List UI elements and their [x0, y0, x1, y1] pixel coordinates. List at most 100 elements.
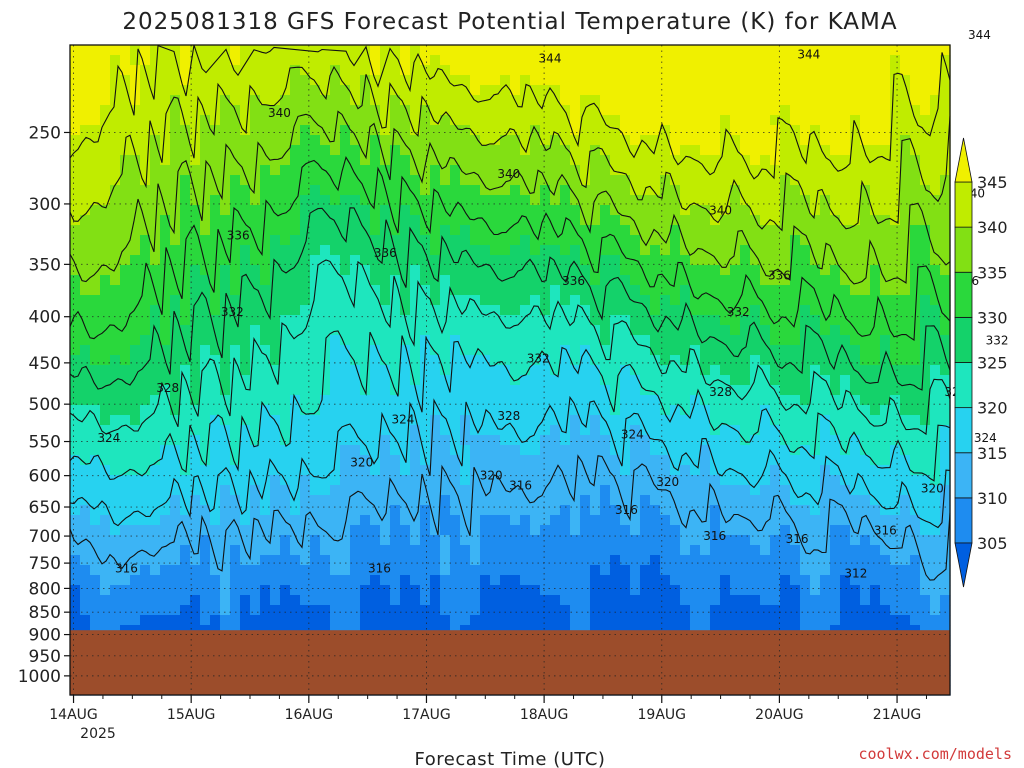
- fill-cell: [340, 205, 351, 216]
- fill-cell: [130, 495, 141, 506]
- fill-cell: [600, 75, 611, 86]
- fill-cell: [370, 105, 381, 116]
- fill-cell: [790, 585, 801, 596]
- fill-cell: [450, 315, 461, 326]
- fill-cell: [450, 375, 461, 386]
- fill-cell: [280, 335, 291, 346]
- fill-cell: [500, 125, 511, 136]
- fill-cell: [160, 485, 171, 496]
- fill-cell: [290, 65, 301, 76]
- fill-cell: [230, 45, 241, 56]
- fill-cell: [720, 565, 731, 576]
- fill-cell: [420, 555, 431, 566]
- fill-cell: [190, 85, 201, 96]
- fill-cell: [620, 495, 631, 506]
- fill-cell: [170, 325, 181, 336]
- fill-cell: [210, 605, 221, 616]
- fill-cell: [490, 215, 501, 226]
- fill-cell: [390, 425, 401, 436]
- fill-cell: [300, 55, 311, 66]
- fill-cell: [240, 135, 251, 146]
- fill-cell: [370, 45, 381, 56]
- fill-cell: [390, 175, 401, 186]
- fill-cell: [670, 235, 681, 246]
- fill-cell: [670, 285, 681, 296]
- fill-cell: [660, 345, 671, 356]
- fill-cell: [470, 245, 481, 256]
- fill-cell: [80, 335, 91, 346]
- fill-cell: [790, 565, 801, 576]
- fill-cell: [390, 495, 401, 506]
- fill-cell: [200, 75, 211, 86]
- fill-cell: [140, 75, 151, 86]
- fill-cell: [240, 65, 251, 76]
- fill-cell: [720, 585, 731, 596]
- fill-cell: [660, 325, 671, 336]
- fill-cell: [560, 235, 571, 246]
- fill-cell: [310, 405, 321, 416]
- fill-cell: [470, 575, 481, 586]
- fill-cell: [170, 295, 181, 306]
- fill-cell: [300, 545, 311, 556]
- fill-cell: [550, 435, 561, 446]
- fill-cell: [290, 175, 301, 186]
- fill-cell: [550, 485, 561, 496]
- fill-cell: [690, 135, 701, 146]
- fill-cell: [330, 355, 341, 366]
- fill-cell: [380, 365, 391, 376]
- fill-cell: [810, 395, 821, 406]
- fill-cell: [760, 115, 771, 126]
- fill-cell: [250, 535, 261, 546]
- fill-cell: [120, 165, 131, 176]
- fill-cell: [560, 205, 571, 216]
- fill-cell: [230, 435, 241, 446]
- fill-cell: [150, 205, 161, 216]
- fill-cell: [300, 175, 311, 186]
- fill-cell: [70, 455, 81, 466]
- fill-cell: [190, 195, 201, 206]
- fill-cell: [700, 75, 711, 86]
- fill-cell: [170, 575, 181, 586]
- fill-cell: [790, 135, 801, 146]
- fill-cell: [120, 275, 131, 286]
- fill-cell: [830, 515, 841, 526]
- fill-cell: [340, 445, 351, 456]
- fill-cell: [100, 185, 111, 196]
- fill-cell: [790, 195, 801, 206]
- fill-cell: [100, 595, 111, 606]
- fill-cell: [720, 395, 731, 406]
- fill-cell: [680, 565, 691, 576]
- fill-cell: [390, 55, 401, 66]
- fill-cell: [400, 275, 411, 286]
- fill-cell: [600, 45, 611, 56]
- fill-cell: [600, 585, 611, 596]
- fill-cell: [630, 285, 641, 296]
- fill-cell: [720, 105, 731, 116]
- fill-cell: [390, 355, 401, 366]
- fill-cell: [270, 185, 281, 196]
- fill-cell: [810, 365, 821, 376]
- fill-cell: [400, 555, 411, 566]
- fill-cell: [410, 195, 421, 206]
- fill-cell: [760, 125, 771, 136]
- fill-cell: [510, 475, 521, 486]
- fill-cell: [290, 535, 301, 546]
- fill-cell: [780, 205, 791, 216]
- fill-cell: [500, 105, 511, 116]
- fill-cell: [560, 575, 571, 586]
- fill-cell: [220, 255, 231, 266]
- fill-cell: [540, 465, 551, 476]
- fill-cell: [760, 505, 771, 516]
- fill-cell: [140, 545, 151, 556]
- fill-cell: [120, 95, 131, 106]
- fill-cell: [340, 85, 351, 96]
- fill-cell: [430, 285, 441, 296]
- fill-cell: [520, 325, 531, 336]
- fill-cell: [110, 265, 121, 276]
- fill-cell: [770, 305, 781, 316]
- fill-cell: [300, 385, 311, 396]
- fill-cell: [770, 255, 781, 266]
- fill-cell: [460, 65, 471, 76]
- fill-cell: [500, 545, 511, 556]
- fill-cell: [160, 215, 171, 226]
